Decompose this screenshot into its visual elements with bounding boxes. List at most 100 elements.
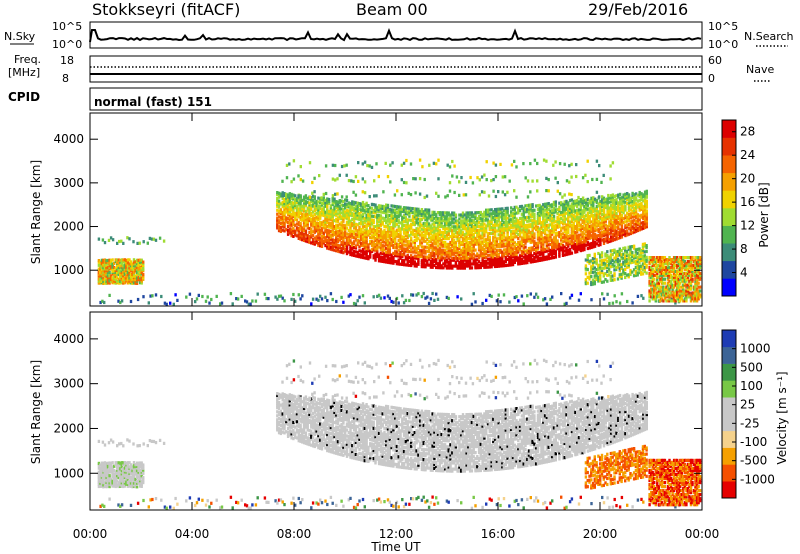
scatter-cell [244, 299, 247, 303]
scatter-cell [356, 229, 359, 233]
scatter-cell [418, 177, 422, 181]
scatter-cell [315, 235, 318, 239]
scatter-cell [547, 215, 550, 219]
scatter-cell [410, 262, 413, 266]
scatter-cell [454, 260, 458, 264]
scatter-cell [326, 234, 329, 238]
scatter-cell [365, 233, 368, 237]
scatter-cell [347, 203, 350, 207]
scatter-cell [513, 253, 516, 257]
scatter-cell [499, 258, 502, 262]
scatter-cell [285, 194, 288, 198]
scatter-cell [490, 263, 493, 267]
scatter-cell [535, 253, 538, 257]
scatter-cell [488, 263, 491, 267]
scatter-cell [352, 230, 356, 234]
scatter-cell [502, 242, 506, 246]
scatter-cell [426, 255, 429, 259]
scatter-cell [395, 214, 399, 219]
scatter-cell [563, 225, 566, 229]
scatter-cell [508, 263, 511, 267]
scatter-cell [315, 201, 318, 205]
scatter-cell [139, 268, 142, 273]
scatter-cell [310, 241, 313, 245]
scatter-cell [427, 226, 431, 230]
scatter-cell [429, 297, 433, 301]
scatter-cell [313, 205, 316, 209]
scatter-cell [385, 246, 388, 250]
scatter-cell [531, 228, 534, 232]
scatter-cell [317, 222, 320, 226]
scatter-cell [477, 216, 481, 221]
scatter-cell [467, 264, 470, 268]
scatter-cell [319, 236, 322, 240]
scatter-cell [335, 217, 338, 221]
scatter-cell [451, 256, 454, 260]
scatter-cell [281, 228, 284, 232]
scatter-cell [322, 206, 325, 210]
scatter-cell [290, 180, 293, 184]
scatter-cell [388, 225, 391, 229]
scatter-cell [151, 294, 154, 298]
nsearch-bottom-label: 10^0 [708, 38, 738, 51]
scatter-cell [279, 227, 283, 231]
scatter-cell [265, 296, 268, 301]
scatter-cell [415, 229, 418, 233]
scatter-cell [460, 252, 463, 256]
scatter-cell [429, 218, 433, 222]
scatter-cell [492, 231, 495, 235]
scatter-cell [132, 262, 136, 266]
scatter-cell [310, 217, 313, 221]
scatter-cell [413, 264, 416, 268]
scatter-cell [399, 252, 402, 256]
scatter-cell [117, 281, 120, 285]
scatter-cell [510, 235, 513, 239]
scatter-cell [126, 272, 130, 276]
scatter-cell [327, 231, 331, 235]
scatter-cell [108, 264, 111, 268]
scatter-cell [297, 201, 300, 205]
scatter-cell [129, 274, 133, 278]
scatter-cell [576, 200, 579, 205]
scatter-cell [572, 215, 575, 219]
scatter-cell [495, 251, 499, 255]
scatter-cell [549, 223, 552, 227]
scatter-cell [508, 300, 511, 304]
scatter-cell [529, 292, 532, 296]
scatter-cell [285, 218, 288, 222]
scatter-cell [515, 254, 518, 258]
scatter-cell [472, 236, 475, 240]
scatter-cell [276, 226, 279, 230]
scatter-cell [137, 278, 140, 282]
scatter-cell [545, 212, 549, 216]
scatter-cell [342, 225, 345, 229]
scatter-cell [324, 216, 327, 220]
scatter-cell [565, 301, 568, 305]
scatter-cell [540, 213, 543, 217]
scatter-cell [487, 194, 491, 198]
scatter-cell [499, 262, 502, 266]
scatter-cell [405, 158, 408, 163]
scatter-cell [427, 236, 431, 240]
scatter-cell [454, 219, 458, 223]
scatter-cell [576, 234, 579, 238]
scatter-cell [402, 223, 406, 227]
scatter-cell [338, 228, 341, 232]
scatter-cell [386, 260, 390, 264]
cpid-text: normal (fast) 151 [94, 95, 212, 109]
scatter-cell [477, 254, 481, 258]
scatter-cell [424, 227, 427, 232]
scatter-cell [344, 216, 347, 220]
scatter-cell [401, 207, 404, 211]
scatter-cell [488, 212, 491, 216]
scatter-cell [423, 195, 426, 200]
scatter-cell [506, 216, 509, 220]
scatter-cell [536, 247, 540, 251]
scatter-cell [406, 247, 409, 251]
scatter-cell [313, 216, 316, 221]
scatter-cell [542, 210, 545, 215]
scatter-cell [376, 217, 379, 221]
scatter-cell [551, 295, 554, 299]
scatter-cell [383, 207, 386, 211]
scatter-cell [245, 300, 249, 304]
